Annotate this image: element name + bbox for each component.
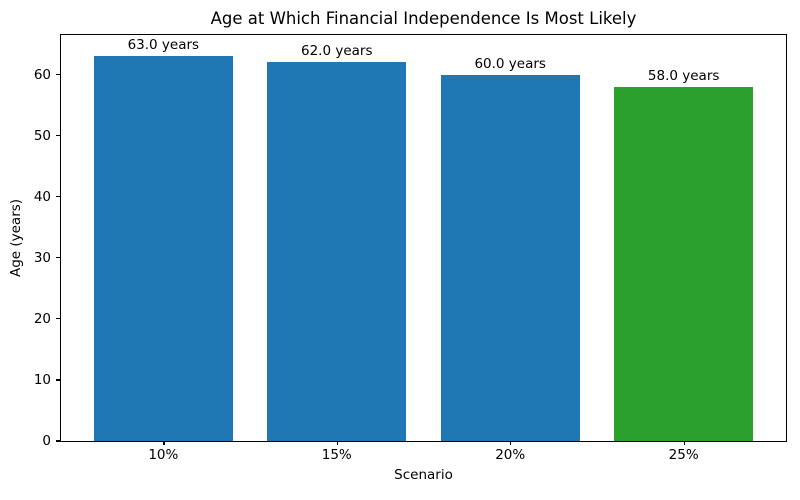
- bar-25%: [614, 86, 754, 441]
- plot-area: 63.0 years 10% 62.0 years 15% 60.0 years 20% 5…: [34, 34, 787, 463]
- y-tick-mark: [56, 318, 60, 320]
- bar-value-label: 60.0 years: [474, 55, 546, 72]
- y-tick-mark: [56, 440, 60, 442]
- y-tick-mark: [56, 74, 60, 76]
- y-axis-label: Age (years): [8, 198, 24, 278]
- bar-10%: [93, 56, 233, 441]
- x-tick-mark: [683, 441, 685, 445]
- x-tick-label: 10%: [148, 447, 179, 463]
- chart-title: Age at Which Financial Independence Is M…: [210, 9, 637, 28]
- x-tick-label: 20%: [495, 447, 526, 463]
- x-axis-label: Scenario: [394, 467, 453, 483]
- y-tick-label: 50: [33, 127, 51, 144]
- bar-value-label: 62.0 years: [301, 43, 373, 60]
- y-tick-label: 30: [33, 249, 51, 266]
- y-tick-label: 10: [33, 371, 51, 388]
- y-tick-label: 20: [33, 310, 51, 327]
- bar-value-label: 63.0 years: [127, 37, 200, 54]
- y-tick-mark: [56, 257, 60, 259]
- y-tick-mark: [56, 135, 60, 137]
- x-tick-mark: [163, 441, 165, 445]
- x-tick-label: 15%: [321, 447, 352, 463]
- y-tick-mark: [56, 196, 60, 198]
- y-tick-mark: [56, 379, 60, 381]
- x-tick-label: 25%: [668, 447, 699, 463]
- bar-20%: [440, 74, 580, 441]
- x-tick-mark: [510, 441, 512, 445]
- y-tick-label: 60: [33, 66, 51, 83]
- bar-15%: [267, 62, 407, 441]
- y-tick-label: 0: [42, 433, 51, 449]
- y-tick-label: 40: [33, 188, 51, 205]
- x-tick-mark: [336, 441, 338, 445]
- bar-value-label: 58.0 years: [647, 67, 720, 84]
